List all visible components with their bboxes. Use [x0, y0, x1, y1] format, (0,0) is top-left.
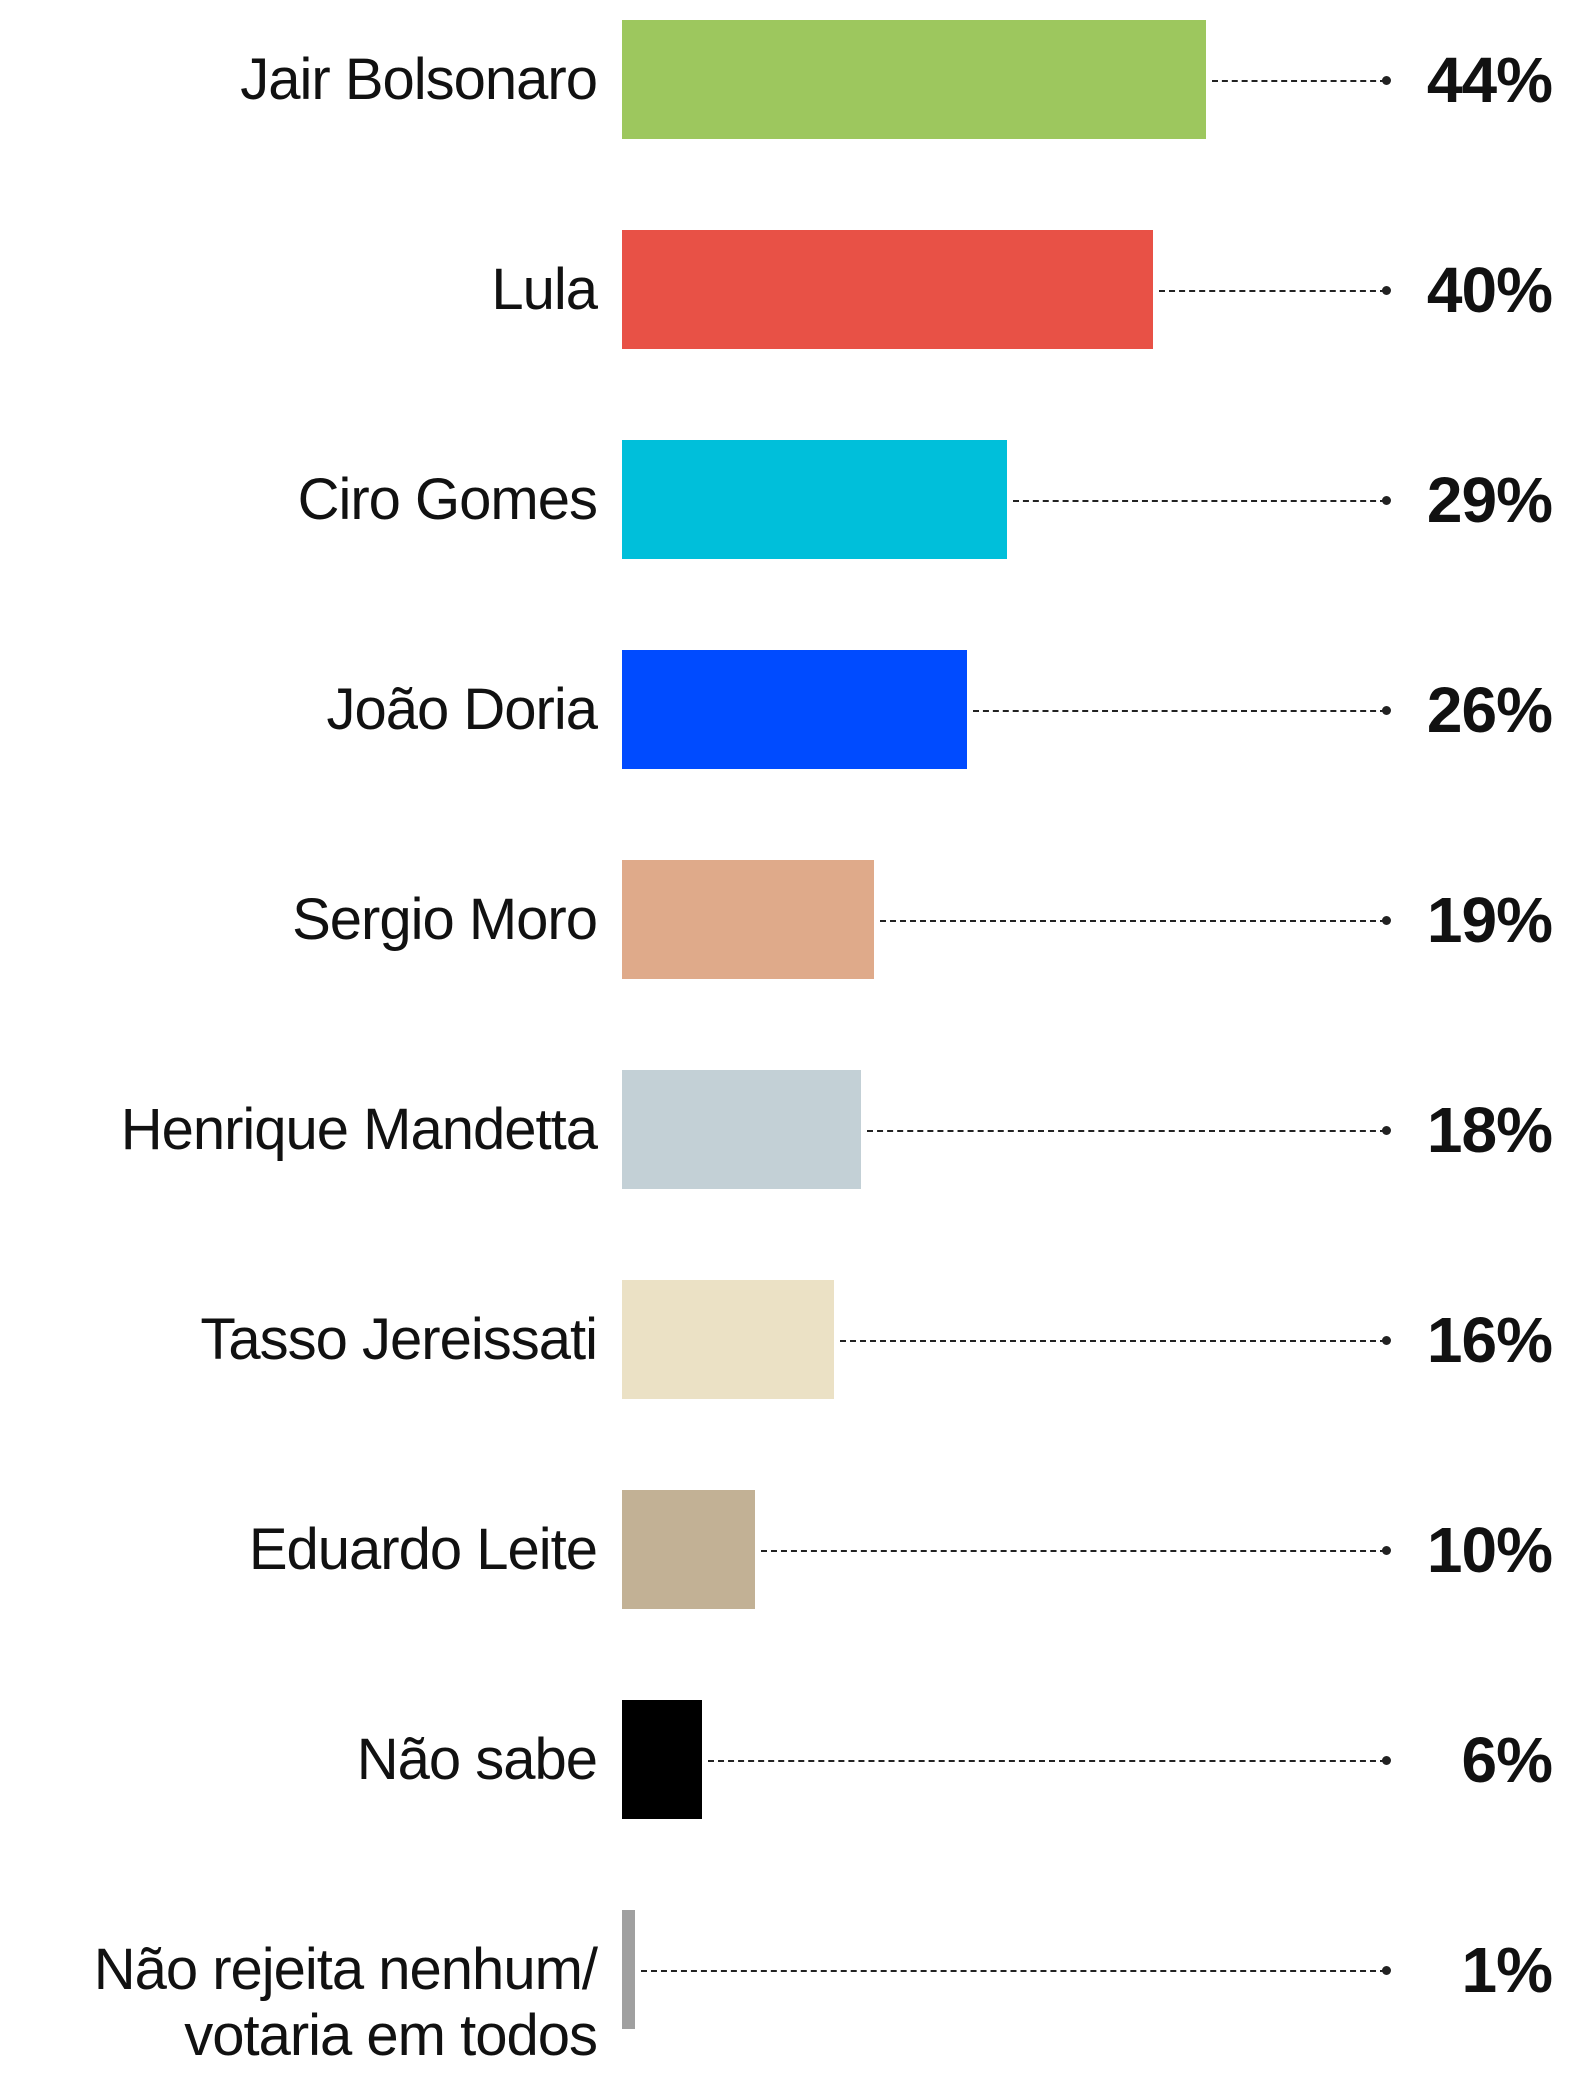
category-label: João Doria: [326, 677, 598, 742]
leader-dot: [1382, 916, 1391, 925]
leader-line: [840, 1340, 1386, 1342]
category-label: Sergio Moro: [292, 887, 598, 952]
category-label: Não rejeita nenhum/ votaria em todos: [93, 1937, 598, 2068]
leader-dot: [1382, 1336, 1391, 1345]
leader-dot: [1382, 1966, 1391, 1975]
value-label: 6%: [1461, 1724, 1553, 1796]
leader-line: [880, 920, 1386, 922]
leader-dot: [1382, 1126, 1391, 1135]
bar: [622, 860, 875, 979]
leader-dot: [1382, 76, 1391, 85]
leader-line: [641, 1970, 1386, 1972]
category-label: Henrique Mandetta: [120, 1097, 598, 1162]
category-label: Eduardo Leite: [248, 1517, 598, 1582]
leader-line: [866, 1130, 1386, 1132]
bar: [622, 1490, 755, 1609]
leader-dot: [1382, 1546, 1391, 1555]
leader-dot: [1382, 706, 1391, 715]
value-label: 40%: [1426, 254, 1553, 326]
leader-line: [1211, 80, 1386, 82]
leader-line: [1158, 290, 1386, 292]
value-label: 29%: [1426, 464, 1553, 536]
category-label: Tasso Jereissati: [200, 1307, 598, 1372]
leader-line: [1012, 500, 1386, 502]
value-label: 19%: [1426, 884, 1553, 956]
value-label: 18%: [1426, 1094, 1553, 1166]
bar: [622, 1910, 636, 2029]
value-label: 1%: [1461, 1934, 1553, 2006]
category-label: Lula: [491, 257, 598, 322]
leader-line: [760, 1550, 1386, 1552]
category-label: Não sabe: [356, 1727, 598, 1792]
bar: [622, 1700, 702, 1819]
leader-dot: [1382, 286, 1391, 295]
category-label: Jair Bolsonaro: [240, 47, 598, 112]
bar: [622, 230, 1153, 349]
bar: [622, 650, 968, 769]
leader-dot: [1382, 1756, 1391, 1765]
category-label: Ciro Gomes: [297, 467, 598, 532]
leader-line: [707, 1760, 1386, 1762]
value-label: 26%: [1426, 674, 1553, 746]
leader-line: [973, 710, 1386, 712]
bar: [622, 1070, 861, 1189]
value-label: 16%: [1426, 1304, 1553, 1376]
value-label: 44%: [1426, 44, 1553, 116]
leader-dot: [1382, 496, 1391, 505]
bar: [622, 1280, 835, 1399]
value-label: 10%: [1426, 1514, 1553, 1586]
bar: [622, 20, 1206, 139]
bar: [622, 440, 1007, 559]
